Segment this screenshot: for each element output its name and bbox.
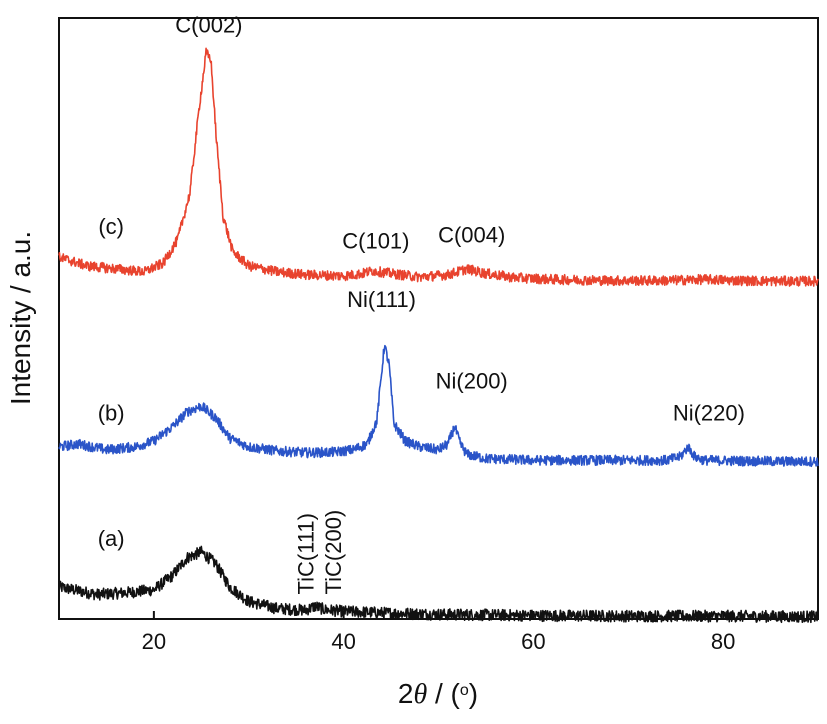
series-line-c	[58, 47, 819, 287]
peak-annotations: C(002) C(101) C(004) Ni(111) Ni(200) Ni(220) T…	[175, 13, 745, 595]
peak-label-c004: C(004)	[438, 223, 505, 248]
series-layer	[58, 47, 819, 624]
series-line-a	[58, 545, 819, 624]
x-tick-label: 40	[331, 629, 355, 654]
peak-label-c101: C(101)	[342, 228, 409, 253]
peak-label-ni200: Ni(200)	[436, 369, 508, 394]
peak-label-ni220: Ni(220)	[673, 401, 745, 426]
x-axis-label: 2θ / (o)	[398, 678, 478, 710]
peak-label-tic111: TiC(111)	[293, 513, 318, 595]
series-label-c: (c)	[98, 214, 124, 239]
series-labels: (a) (b) (c)	[98, 214, 125, 551]
peak-label-c002: C(002)	[175, 13, 242, 38]
x-tick-label: 60	[521, 629, 545, 654]
series-label-b: (b)	[98, 401, 125, 426]
y-axis-label: Intensity / a.u.	[5, 231, 36, 405]
peak-label-ni111: Ni(111)	[347, 287, 416, 312]
plot-frame	[58, 17, 819, 620]
series-label-a: (a)	[98, 526, 125, 551]
peak-label-tic200: TiC(200)	[321, 510, 346, 595]
x-tick-label: 80	[711, 629, 735, 654]
x-tick-label: 20	[142, 629, 166, 654]
series-line-b	[58, 344, 819, 468]
